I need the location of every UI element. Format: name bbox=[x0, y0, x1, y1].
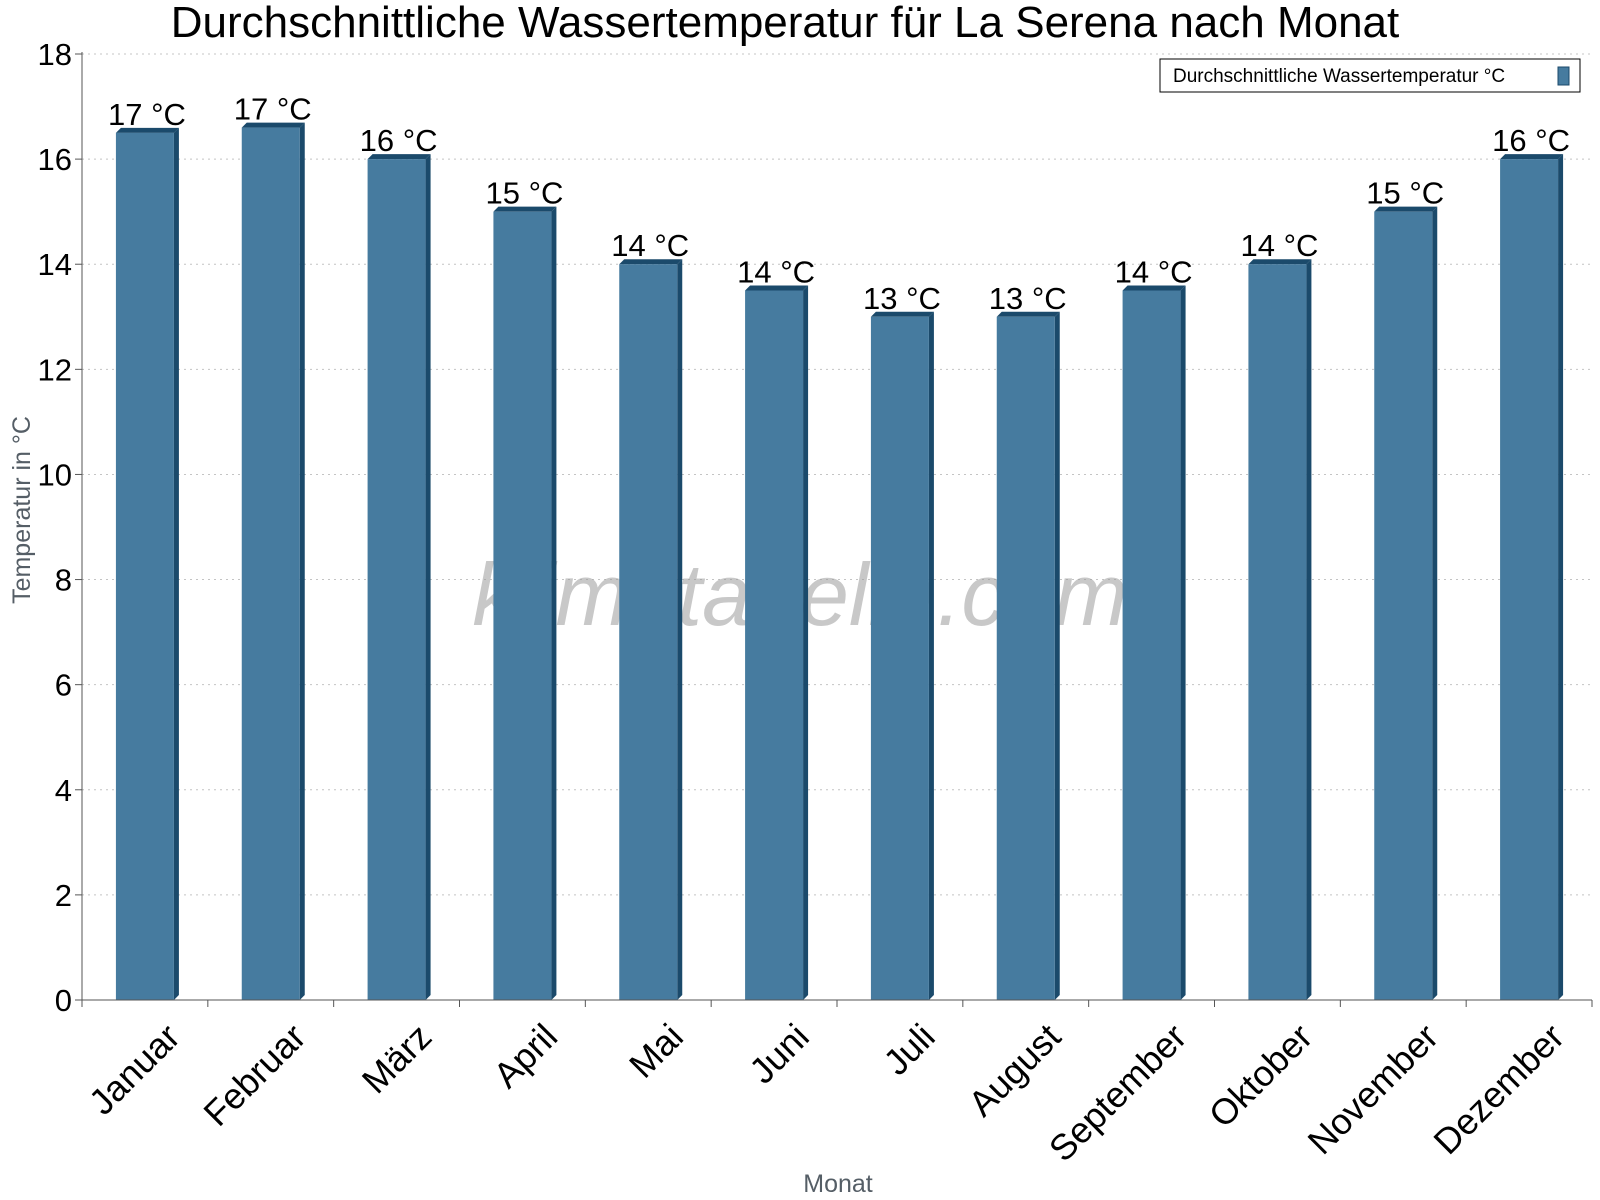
data-label: 14 °C bbox=[611, 228, 689, 263]
bar bbox=[1374, 211, 1433, 1000]
bar bbox=[493, 211, 552, 1000]
y-tick-label: 0 bbox=[55, 983, 72, 1018]
x-tick-label: Juli bbox=[875, 1016, 942, 1083]
bar bbox=[1500, 159, 1559, 1001]
bar-side bbox=[299, 122, 305, 1001]
data-label: 14 °C bbox=[1240, 228, 1318, 263]
bar-side bbox=[928, 311, 934, 1000]
bar-top bbox=[493, 206, 557, 212]
bar-side bbox=[677, 259, 683, 1000]
data-label: 15 °C bbox=[1366, 176, 1444, 211]
legend: Durchschnittliche Wassertemperatur °C bbox=[1159, 58, 1581, 93]
y-tick-label: 18 bbox=[38, 37, 72, 72]
data-label: 16 °C bbox=[360, 123, 438, 158]
data-label: 17 °C bbox=[234, 92, 312, 127]
x-tick-label: November bbox=[1300, 1016, 1446, 1162]
bar-side bbox=[173, 127, 179, 1001]
bar bbox=[1248, 264, 1307, 1000]
bar-side bbox=[1558, 154, 1564, 1001]
data-label: 13 °C bbox=[989, 281, 1067, 316]
x-tick-label: März bbox=[354, 1016, 440, 1102]
bar-side bbox=[1180, 285, 1186, 1000]
legend-swatch bbox=[1557, 66, 1570, 86]
bar-side bbox=[803, 285, 809, 1000]
data-labels: 17 °C 17 °C 16 °C 15 °C 14 °C 14 °C 13 °C 13 °C… bbox=[108, 92, 1570, 316]
data-label: 14 °C bbox=[1115, 255, 1193, 290]
y-tick-label: 12 bbox=[38, 352, 72, 387]
data-label: 13 °C bbox=[863, 281, 941, 316]
y-tick-label: 14 bbox=[38, 247, 72, 282]
bar-side bbox=[425, 154, 431, 1001]
x-tick-label: Januar bbox=[81, 1016, 188, 1123]
x-axis-title: Monat bbox=[803, 1170, 873, 1198]
x-tick-label: Dezember bbox=[1425, 1016, 1571, 1162]
bar-top bbox=[745, 285, 809, 291]
x-tick-label: August bbox=[960, 1016, 1068, 1124]
bar bbox=[1122, 290, 1181, 1000]
bar-top bbox=[996, 311, 1060, 317]
chart-title: Durchschnittliche Wassertemperatur für L… bbox=[171, 0, 1400, 47]
data-label: 17 °C bbox=[108, 97, 186, 132]
bar-top bbox=[1122, 285, 1186, 291]
bar-top bbox=[241, 122, 305, 128]
y-tick-label: 16 bbox=[38, 142, 72, 177]
data-label: 16 °C bbox=[1492, 123, 1570, 158]
bar-top bbox=[1374, 206, 1438, 212]
y-tick-label: 2 bbox=[55, 878, 72, 913]
bar-side bbox=[1306, 259, 1312, 1000]
bar-top bbox=[367, 154, 431, 160]
bar-top bbox=[619, 259, 683, 265]
bar bbox=[115, 132, 174, 1001]
bar-side bbox=[551, 206, 557, 1000]
x-tick-label: September bbox=[1041, 1016, 1195, 1170]
x-axis-ticks: Januar Februar März April Mai Juni Juli AugustS… bbox=[81, 1000, 1593, 1170]
bar bbox=[241, 127, 300, 1001]
x-tick-label: Februar bbox=[195, 1016, 313, 1134]
legend-label: Durchschnittliche Wassertemperatur °C bbox=[1173, 66, 1505, 87]
y-tick-label: 6 bbox=[55, 668, 72, 703]
y-axis-title: Temperatur in °C bbox=[8, 416, 36, 604]
y-axis-ticks: 0 2 4 6 8 10 12 14 16 18 bbox=[38, 37, 82, 1018]
bar-top bbox=[1248, 259, 1312, 265]
bar bbox=[367, 159, 426, 1001]
bar bbox=[619, 264, 678, 1000]
bar bbox=[745, 290, 804, 1000]
x-tick-label: Mai bbox=[621, 1016, 691, 1086]
x-tick-label: April bbox=[485, 1016, 565, 1096]
bar bbox=[996, 316, 1055, 1000]
bar-top bbox=[115, 127, 179, 133]
bar-top bbox=[1500, 154, 1564, 160]
data-label: 15 °C bbox=[485, 176, 563, 211]
bar-top bbox=[870, 311, 934, 317]
bar-side bbox=[1432, 206, 1438, 1000]
bar-series bbox=[115, 122, 1564, 1001]
y-tick-label: 8 bbox=[55, 563, 72, 598]
data-label: 14 °C bbox=[737, 255, 815, 290]
legend-box bbox=[1159, 58, 1581, 93]
bar bbox=[870, 316, 929, 1000]
y-tick-label: 10 bbox=[38, 457, 72, 492]
bar-side bbox=[1054, 311, 1060, 1000]
x-tick-label: Oktober bbox=[1201, 1016, 1321, 1136]
x-tick-label: Juni bbox=[741, 1016, 817, 1092]
y-tick-label: 4 bbox=[55, 773, 72, 808]
